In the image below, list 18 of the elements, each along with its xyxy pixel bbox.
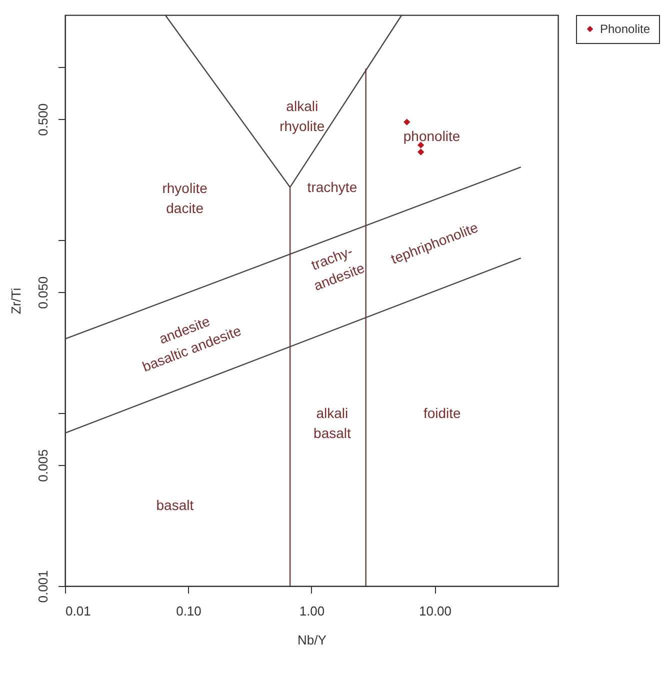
y-tick-label: 0.050 [36, 276, 50, 309]
y-tick-label: 0.500 [36, 103, 50, 136]
x-axis-title: Nb/Y [298, 632, 327, 648]
annotation: phonolite [403, 128, 460, 144]
y-axis-title: Zr/Ti [8, 288, 24, 314]
y-tick-label: 0.005 [36, 449, 50, 482]
annotation: alkali basalt [314, 405, 351, 442]
y-tick-label: 0.001 [36, 570, 50, 603]
x-tick-label: 1.00 [299, 604, 325, 618]
x-tick-label: 10.00 [418, 604, 452, 618]
legend-label: Phonolite [600, 22, 650, 36]
annotation: basalt [156, 497, 194, 514]
annotation: rhyolite dacite [162, 180, 208, 216]
annotation: trachyte [307, 179, 358, 196]
x-tick-label: 0.01 [66, 604, 91, 618]
x-tick-label: 0.10 [176, 604, 202, 618]
annotation: foidite [423, 405, 462, 422]
annotation: alkali rhyolite [280, 98, 325, 134]
